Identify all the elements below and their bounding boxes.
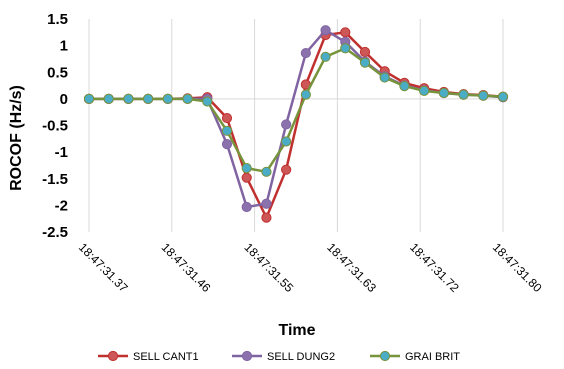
series-2 — [83, 43, 509, 177]
data-point — [320, 25, 331, 36]
x-tick-label: 18:47:31.55 — [241, 240, 296, 295]
data-point — [340, 43, 351, 54]
data-point — [340, 27, 351, 38]
data-point — [123, 93, 134, 104]
y-tick-label: -1 — [55, 144, 68, 161]
data-point — [458, 89, 469, 100]
data-point — [478, 90, 489, 101]
data-point — [359, 46, 371, 58]
legend-entry: GRAI BRIT — [370, 350, 460, 363]
series-lines — [83, 25, 509, 223]
data-point — [379, 72, 390, 83]
x-tick-label: 18:47:31.72 — [407, 240, 462, 295]
y-axis-title: ROCOF (Hz/s) — [8, 85, 25, 191]
y-tick-label: -1.5 — [42, 171, 68, 188]
data-point — [419, 85, 430, 96]
legend-label: SELL DUNG2 — [267, 351, 335, 363]
x-tick-label: 18:47:31.46 — [159, 240, 214, 295]
legend-label: SELL CANT1 — [133, 351, 199, 363]
data-point — [202, 96, 213, 107]
data-point — [241, 163, 252, 174]
x-tick-label: 18:47:31.63 — [324, 240, 379, 295]
data-point — [399, 80, 410, 92]
data-point — [497, 91, 509, 102]
data-point — [261, 212, 272, 223]
data-point — [221, 139, 233, 150]
series-line — [89, 31, 504, 219]
data-point — [281, 136, 292, 147]
legend-marker — [241, 350, 253, 362]
data-point — [300, 89, 311, 100]
y-tick-label: 0.5 — [47, 64, 68, 81]
data-point — [143, 93, 154, 104]
data-point — [103, 93, 114, 104]
data-point — [221, 125, 233, 136]
y-tick-label: 0 — [60, 91, 68, 108]
y-tick-label: -2 — [55, 197, 68, 214]
data-point — [281, 119, 292, 130]
data-point — [241, 201, 252, 213]
data-point — [300, 47, 311, 59]
data-point — [83, 93, 95, 104]
data-point — [261, 198, 272, 209]
y-tick-labels: 1.5 1 0.5 0 -0.5 -1 -1.5 -2 -2.5 — [42, 11, 68, 241]
data-point — [182, 93, 193, 104]
y-tick-label: 1 — [60, 38, 68, 55]
legend: SELL CANT1 SELL DUNG2 GRAI BRIT — [98, 350, 460, 363]
data-point — [162, 93, 173, 104]
data-point — [320, 51, 331, 62]
data-point — [221, 112, 233, 124]
legend-marker — [379, 350, 391, 362]
data-point — [281, 164, 292, 175]
data-point — [438, 87, 449, 99]
x-tick-label: 18:47:31.37 — [76, 240, 131, 295]
legend-entry: SELL DUNG2 — [232, 350, 335, 363]
series-line — [89, 47, 504, 174]
data-point — [241, 172, 252, 183]
legend-entry: SELL CANT1 — [98, 350, 199, 363]
y-tick-label: -0.5 — [42, 118, 68, 135]
x-tick-labels: 18:47:31.37 18:47:31.46 18:47:31.55 18:47:3… — [76, 240, 545, 295]
series-0 — [83, 27, 509, 223]
legend-label: GRAI BRIT — [405, 351, 460, 363]
y-tick-label: 1.5 — [47, 11, 68, 28]
data-point — [359, 57, 371, 68]
x-axis-title: Time — [278, 322, 315, 339]
legend-marker — [107, 350, 119, 362]
y-tick-label: -2.5 — [42, 224, 68, 241]
x-tick-label: 18:47:31.80 — [490, 240, 545, 295]
data-point — [261, 166, 272, 177]
